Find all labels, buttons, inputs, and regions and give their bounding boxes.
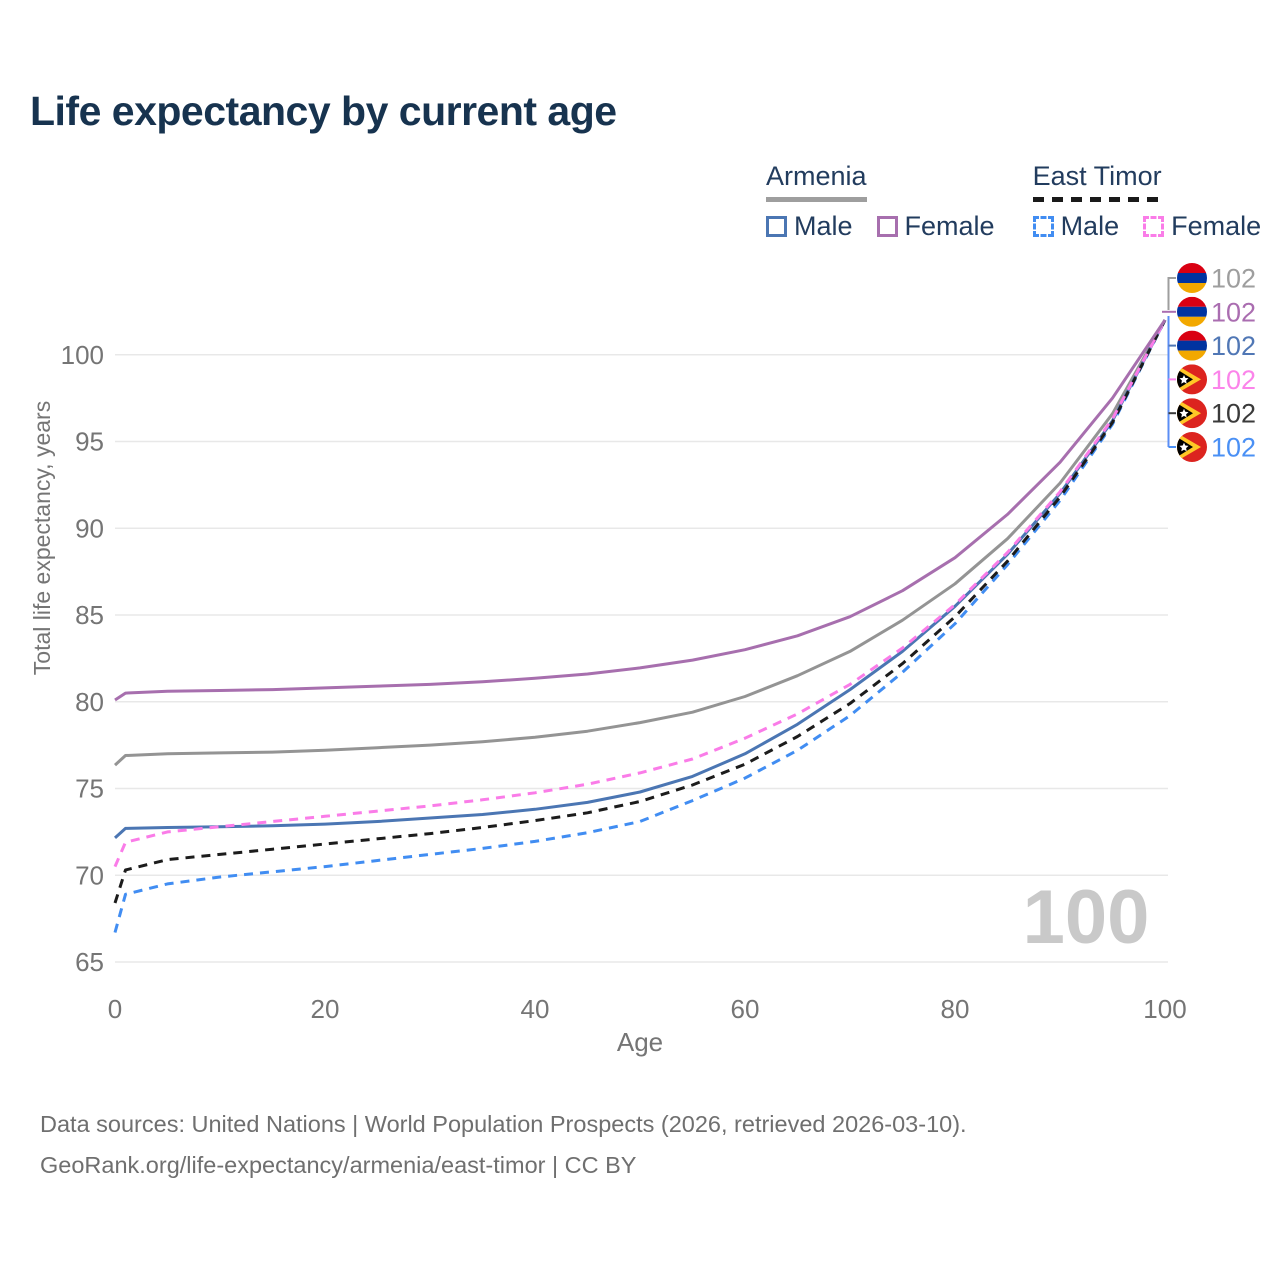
end-label-armenia-female: 102 (1211, 297, 1256, 327)
legend-group-title: East Timor (1032, 161, 1162, 191)
x-tick-label-100: 100 (1143, 994, 1186, 1024)
page-title: Life expectancy by current age (30, 88, 617, 134)
legend-swatch (766, 216, 787, 237)
legend-country-line-style (1032, 197, 1162, 202)
end-label-east-timor-total: 102 (1211, 399, 1256, 429)
end-label-armenia-total: 102 (1211, 264, 1256, 294)
y-tick-label-90: 90 (75, 513, 104, 543)
armenia-flag-icon (1177, 263, 1207, 293)
footer-data-sources: Data sources: United Nations | World Pop… (40, 1111, 967, 1137)
legend-group-title: Armenia (766, 161, 867, 191)
footer: Data sources: United Nations | World Pop… (40, 1104, 967, 1186)
legend-group-east-timor: East Timor Male Female (1032, 161, 1261, 242)
legend-item-label: Female (904, 211, 995, 241)
y-tick-label-75: 75 (75, 774, 104, 804)
legend-group-armenia: Armenia Male Female (766, 161, 995, 242)
y-tick-label-65: 65 (75, 947, 104, 977)
legend-group-title-wrap: East Timor (1032, 161, 1162, 202)
east-timor-flag-icon (1177, 398, 1207, 428)
legend-item-east-timor-male[interactable]: Male (1032, 211, 1120, 242)
east-timor-flag-icon (1177, 364, 1207, 394)
x-tick-label-0: 0 (108, 994, 122, 1024)
legend-group-title-wrap: Armenia (766, 161, 867, 202)
legend-country-line-style (766, 197, 867, 202)
legend-swatch (1032, 216, 1054, 237)
legend-item-label: Female (1171, 211, 1262, 241)
legend-item-armenia-female[interactable]: Female (876, 211, 995, 242)
callout-connector-0 (1167, 277, 1176, 310)
armenia-flag-icon (1177, 331, 1207, 361)
legend-items: Male Female (1032, 211, 1261, 242)
y-tick-label-95: 95 (75, 427, 104, 457)
legend-items: Male Female (766, 211, 995, 242)
y-tick-label-70: 70 (75, 860, 104, 890)
legend-swatch (876, 216, 898, 237)
legend-item-east-timor-female[interactable]: Female (1143, 211, 1261, 242)
series-line-east-timor-female[interactable] (113, 319, 1167, 868)
end-label-east-timor-male: 102 (1211, 433, 1256, 463)
armenia-flag-icon (1177, 297, 1207, 327)
east-timor-flag-icon (1177, 432, 1207, 462)
y-axis-title: Total life expectancy, years (29, 401, 55, 675)
y-tick-label-80: 80 (75, 687, 104, 717)
legend-swatch (1143, 216, 1165, 237)
end-label-armenia-male: 102 (1211, 331, 1256, 361)
end-label-east-timor-female: 102 (1211, 365, 1256, 395)
x-tick-label-20: 20 (311, 994, 340, 1024)
series-line-armenia-female[interactable] (114, 319, 1167, 702)
legend-item-label: Male (1060, 211, 1120, 241)
legend-item-armenia-male[interactable]: Male (766, 211, 853, 242)
legend-item-label: Male (794, 211, 853, 241)
legend: Armenia Male Female East Timor Male Female (766, 161, 1261, 242)
y-tick-label-85: 85 (75, 600, 104, 630)
x-tick-label-80: 80 (941, 994, 970, 1024)
series-layer (113, 319, 1167, 933)
footer-attribution: GeoRank.org/life-expectancy/armenia/east… (40, 1152, 637, 1178)
y-tick-label-100: 100 (61, 340, 104, 370)
x-axis-title: Age (617, 1027, 663, 1057)
series-line-east-timor-total[interactable] (113, 319, 1167, 904)
x-tick-label-40: 40 (521, 994, 550, 1024)
x-tick-label-60: 60 (731, 994, 760, 1024)
series-line-armenia-male[interactable] (113, 319, 1167, 840)
hovered-age-watermark: 100 (1023, 875, 1150, 960)
grid-layer: 65 70 75 80 85 90 95 100 0 20 40 60 80 100 (61, 340, 1187, 1024)
series-line-armenia-total[interactable] (113, 319, 1167, 767)
series-line-east-timor-male[interactable] (113, 319, 1167, 933)
